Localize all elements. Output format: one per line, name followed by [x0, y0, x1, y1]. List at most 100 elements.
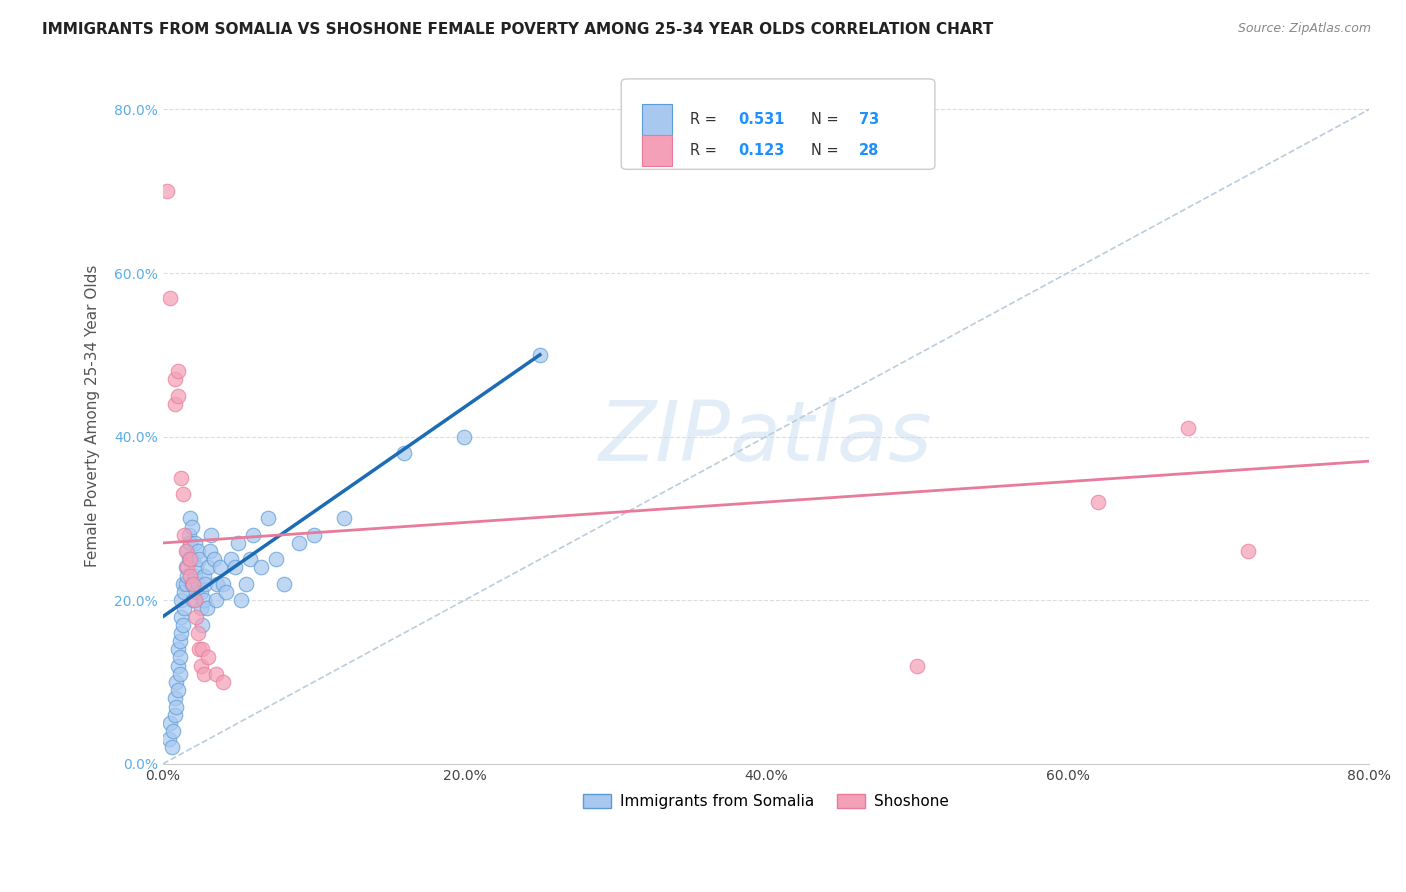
Point	[167, 364, 190, 378]
Point	[167, 642, 190, 657]
Point	[187, 544, 209, 558]
Point	[529, 348, 551, 362]
Point	[174, 577, 197, 591]
Text: N =: N =	[811, 144, 842, 159]
Point	[173, 601, 195, 615]
Text: 0.123: 0.123	[738, 144, 785, 159]
Point	[453, 429, 475, 443]
Point	[264, 552, 287, 566]
Point	[166, 699, 188, 714]
Text: IMMIGRANTS FROM SOMALIA VS SHOSHONE FEMALE POVERTY AMONG 25-34 YEAR OLDS CORRELA: IMMIGRANTS FROM SOMALIA VS SHOSHONE FEMA…	[42, 22, 994, 37]
Point	[204, 666, 226, 681]
Point	[170, 626, 193, 640]
Point	[174, 544, 197, 558]
Point	[163, 691, 186, 706]
Point	[179, 552, 201, 566]
Point	[157, 732, 180, 747]
Point	[239, 552, 262, 566]
Point	[176, 568, 198, 582]
Point	[167, 683, 190, 698]
Point	[172, 487, 194, 501]
Point	[170, 609, 193, 624]
Point	[167, 389, 190, 403]
Point	[167, 658, 190, 673]
Text: 28: 28	[859, 144, 879, 159]
Point	[250, 560, 273, 574]
Point	[160, 740, 183, 755]
Point	[163, 707, 186, 722]
Point	[392, 446, 415, 460]
Point	[212, 577, 235, 591]
Point	[1087, 495, 1109, 509]
Point	[226, 536, 249, 550]
Point	[190, 585, 212, 599]
Point	[231, 593, 253, 607]
Point	[190, 658, 212, 673]
Point	[159, 715, 181, 730]
Point	[195, 601, 218, 615]
Point	[1177, 421, 1199, 435]
Point	[180, 519, 202, 533]
Text: N =: N =	[811, 112, 842, 128]
Point	[197, 560, 219, 574]
Legend: Immigrants from Somalia, Shoshone: Immigrants from Somalia, Shoshone	[578, 788, 955, 815]
Point	[905, 658, 928, 673]
Text: R =: R =	[690, 144, 721, 159]
Point	[200, 528, 222, 542]
Text: 0.531: 0.531	[738, 112, 785, 128]
Point	[187, 577, 209, 591]
Point	[176, 560, 198, 574]
Point	[163, 397, 186, 411]
Point	[183, 593, 205, 607]
Point	[212, 675, 235, 690]
Point	[224, 560, 246, 574]
Point	[209, 560, 232, 574]
Text: Source: ZipAtlas.com: Source: ZipAtlas.com	[1237, 22, 1371, 36]
Point	[174, 560, 197, 574]
Point	[176, 544, 198, 558]
Point	[198, 544, 221, 558]
FancyBboxPatch shape	[641, 136, 672, 167]
Point	[181, 577, 204, 591]
Point	[180, 577, 202, 591]
Point	[177, 552, 200, 566]
Point	[215, 585, 238, 599]
Point	[170, 593, 193, 607]
Point	[179, 568, 201, 582]
Point	[179, 536, 201, 550]
Point	[179, 511, 201, 525]
Point	[169, 634, 191, 648]
Point	[184, 560, 207, 574]
Point	[205, 577, 228, 591]
Point	[169, 666, 191, 681]
Point	[183, 568, 205, 582]
Point	[181, 593, 204, 607]
FancyBboxPatch shape	[621, 79, 935, 169]
Point	[191, 617, 214, 632]
Point	[197, 650, 219, 665]
Point	[188, 642, 211, 657]
Point	[193, 666, 215, 681]
Point	[1237, 544, 1260, 558]
Text: ZIPatlas: ZIPatlas	[599, 397, 932, 477]
Text: R =: R =	[690, 112, 721, 128]
Point	[172, 617, 194, 632]
Point	[191, 642, 214, 657]
Point	[172, 577, 194, 591]
Point	[184, 609, 207, 624]
Point	[183, 536, 205, 550]
Point	[159, 291, 181, 305]
Text: 73: 73	[859, 112, 879, 128]
Point	[162, 724, 184, 739]
Point	[190, 601, 212, 615]
Point	[163, 372, 186, 386]
Point	[219, 552, 242, 566]
Point	[193, 593, 215, 607]
Point	[202, 552, 225, 566]
Point	[194, 577, 217, 591]
Point	[287, 536, 309, 550]
FancyBboxPatch shape	[641, 104, 672, 136]
Point	[257, 511, 280, 525]
Point	[242, 528, 264, 542]
Point	[235, 577, 257, 591]
